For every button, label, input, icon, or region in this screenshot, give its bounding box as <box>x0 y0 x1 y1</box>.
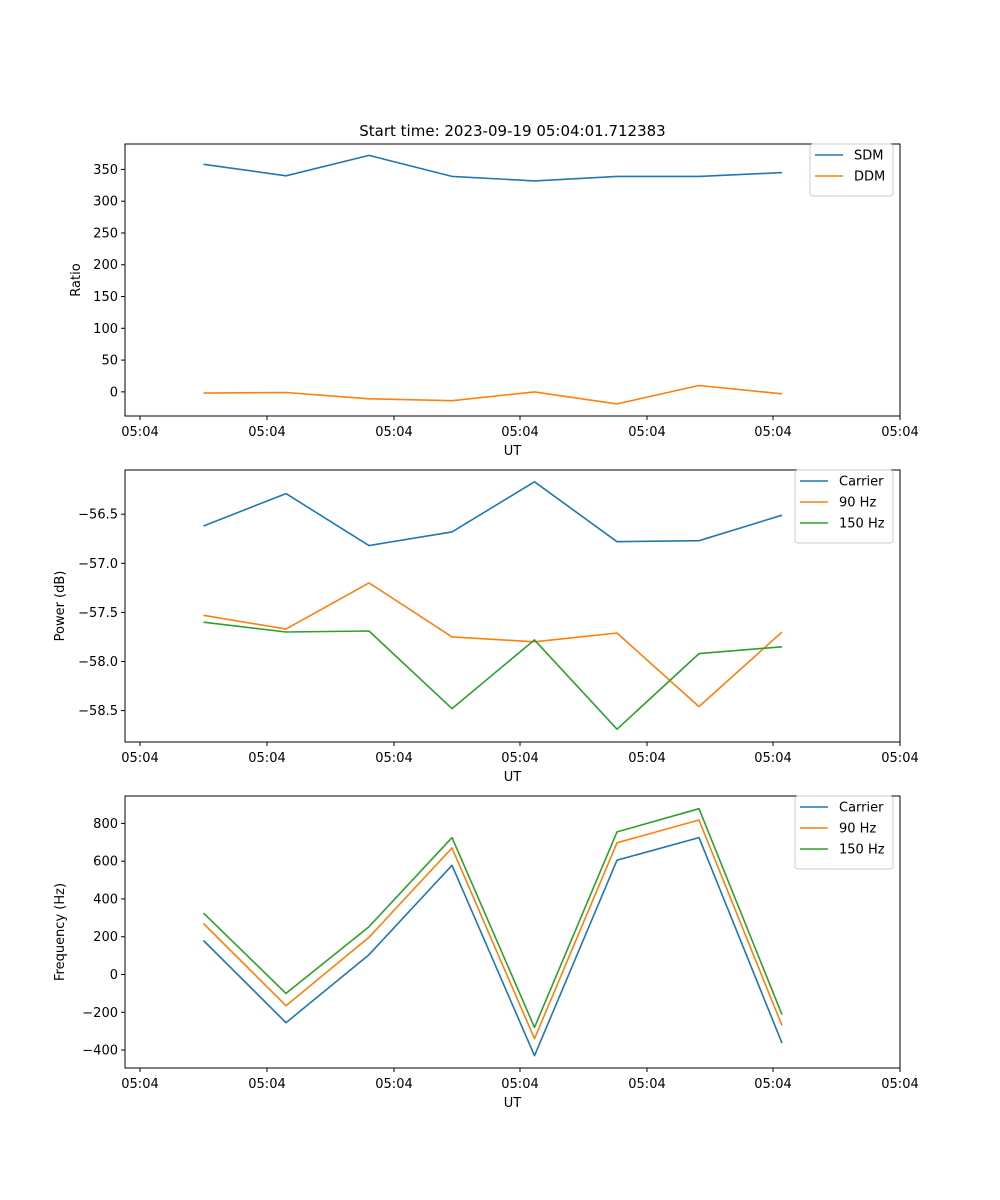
legend-label: DDM <box>854 170 885 185</box>
x-tick-label: 05:04 <box>881 1077 918 1092</box>
x-tick-label: 05:04 <box>375 1077 412 1092</box>
y-axis-label: Frequency (Hz) <box>53 883 68 981</box>
legend-box <box>794 795 894 870</box>
x-tick-label: 05:04 <box>754 751 791 766</box>
y-tick-label: 200 <box>93 258 118 273</box>
y-tick-label: 600 <box>93 855 118 870</box>
x-tick-label: 05:04 <box>121 425 158 440</box>
x-tick-label: 05:04 <box>754 425 791 440</box>
x-tick-label: 05:04 <box>375 751 412 766</box>
legend-label: Carrier <box>839 801 884 816</box>
y-tick-label: 400 <box>93 892 118 907</box>
x-tick-label: 05:04 <box>881 751 918 766</box>
series-line-ddm <box>203 384 783 405</box>
x-tick-label: 05:04 <box>628 751 665 766</box>
legend-label: 150 Hz <box>839 843 885 858</box>
x-tick-label: 05:04 <box>121 1077 158 1092</box>
y-tick-label: 150 <box>93 290 118 305</box>
y-tick-label: 200 <box>93 930 118 945</box>
x-tick-label: 05:04 <box>881 425 918 440</box>
x-tick-label: 05:04 <box>754 1077 791 1092</box>
x-tick-label: 05:04 <box>501 751 538 766</box>
x-tick-label: 05:04 <box>628 425 665 440</box>
series-line-sdm <box>203 154 783 182</box>
legend-label: 90 Hz <box>839 496 876 511</box>
y-tick-label: 350 <box>93 163 118 178</box>
legend-label: 150 Hz <box>839 517 885 532</box>
y-tick-label: −57.0 <box>78 557 118 572</box>
series-line-90-hz <box>203 582 783 708</box>
y-tick-label: 300 <box>93 195 118 210</box>
legend-box <box>794 469 894 544</box>
y-axis-label: Power (dB) <box>53 571 68 642</box>
x-axis-label: UT <box>504 770 522 785</box>
y-tick-label: 250 <box>93 226 118 241</box>
chart-title: Start time: 2023-09-19 05:04:01.712383 <box>359 122 665 140</box>
y-tick-label: 800 <box>93 817 118 832</box>
y-tick-label: −400 <box>82 1044 118 1059</box>
series-line-90-hz <box>202 819 783 1040</box>
series-line-150-hz <box>203 621 783 731</box>
x-tick-label: 05:04 <box>248 425 285 440</box>
legend-label: 90 Hz <box>839 822 876 837</box>
x-tick-label: 05:04 <box>248 1077 285 1092</box>
y-tick-label: −57.5 <box>78 606 118 621</box>
legend-label: Carrier <box>839 475 884 490</box>
y-tick-label: 100 <box>93 322 118 337</box>
series-line-150-hz <box>202 807 783 1029</box>
y-tick-label: 0 <box>110 385 118 400</box>
y-tick-label: −56.5 <box>78 508 118 523</box>
x-axis-label: UT <box>504 444 522 459</box>
x-tick-label: 05:04 <box>501 1077 538 1092</box>
x-tick-label: 05:04 <box>121 751 158 766</box>
plot-frame <box>124 143 901 417</box>
x-tick-label: 05:04 <box>628 1077 665 1092</box>
x-tick-label: 05:04 <box>501 425 538 440</box>
x-tick-label: 05:04 <box>248 751 285 766</box>
y-tick-label: −58.0 <box>78 655 118 670</box>
plot-frame <box>124 469 901 743</box>
y-tick-label: −200 <box>82 1006 118 1021</box>
y-tick-label: 0 <box>110 968 118 983</box>
y-axis-label: Ratio <box>69 263 84 296</box>
series-line-carrier <box>203 480 783 547</box>
x-tick-label: 05:04 <box>375 425 412 440</box>
x-axis-label: UT <box>504 1096 522 1111</box>
series-line-carrier <box>202 836 783 1057</box>
legend-label: SDM <box>854 149 883 164</box>
legend-box <box>809 143 894 197</box>
y-tick-label: 50 <box>101 354 118 369</box>
y-tick-label: −58.5 <box>78 704 118 719</box>
plot-frame <box>124 795 901 1069</box>
